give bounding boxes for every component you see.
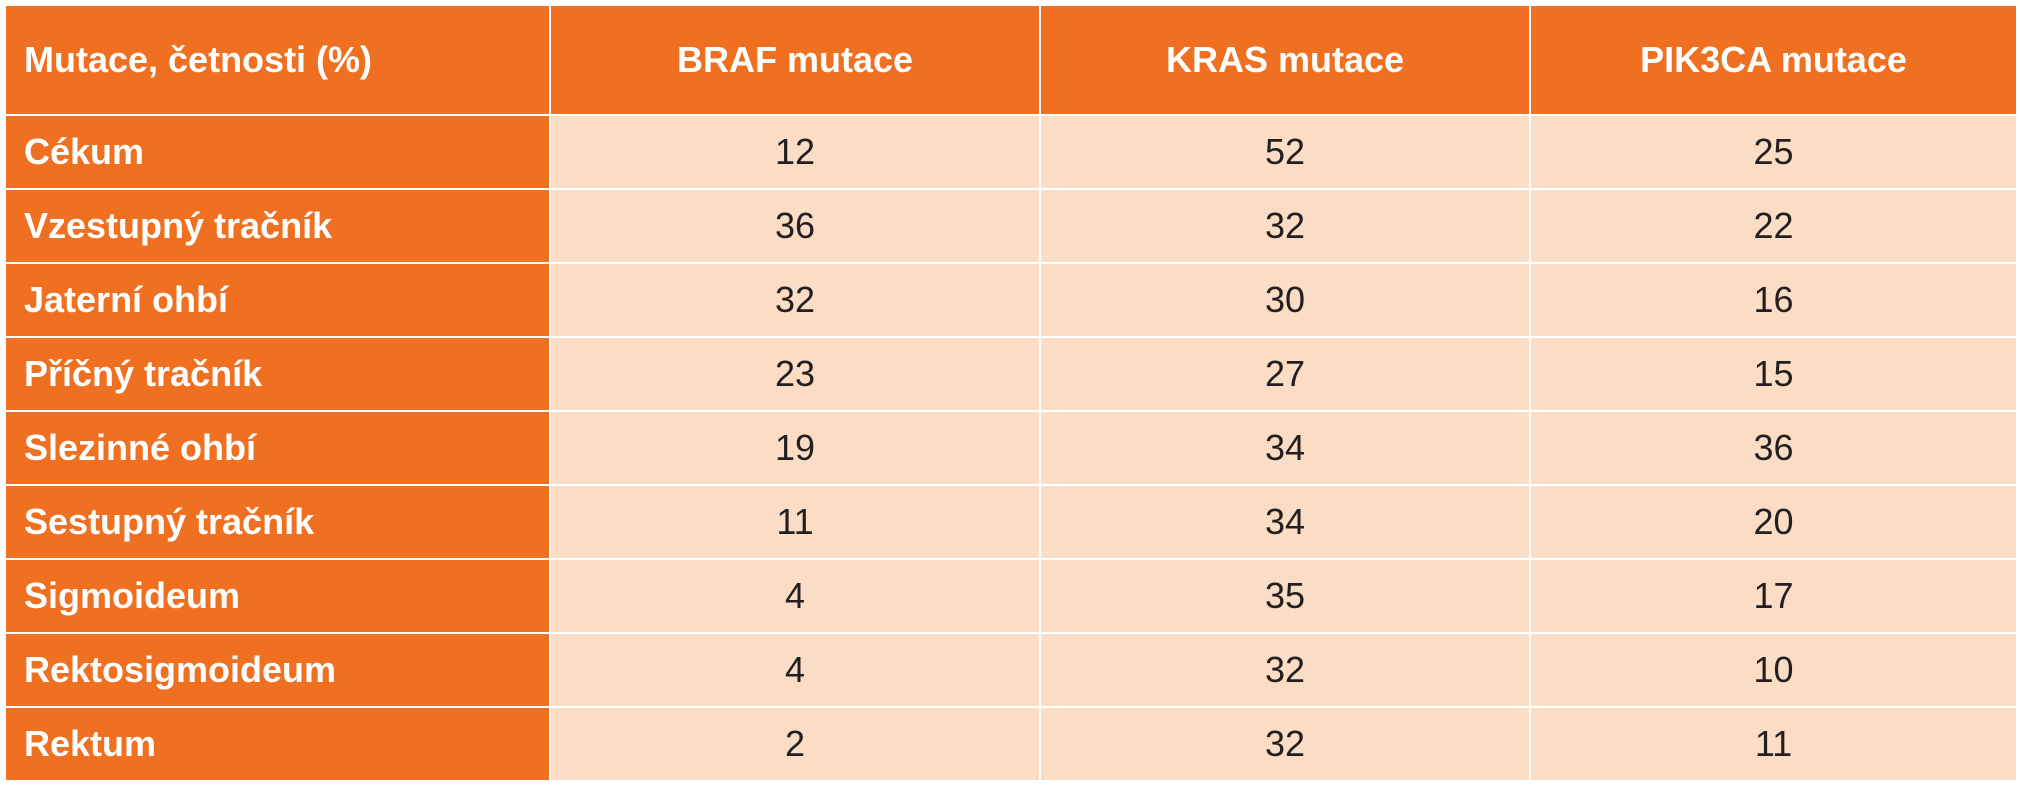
- table-row: Rektosigmoideum 4 32 10: [4, 632, 2018, 708]
- table-row: Vzestupný tračník 36 32 22: [4, 188, 2018, 264]
- row-label: Jaterní ohbí: [4, 262, 551, 338]
- row-label: Sestupný tračník: [4, 484, 551, 560]
- kras-value: 27: [1039, 336, 1531, 412]
- pik3ca-value: 22: [1529, 188, 2018, 264]
- kras-value: 35: [1039, 558, 1531, 634]
- table-row: Rektum 2 32 11: [4, 706, 2018, 782]
- pik3ca-value: 15: [1529, 336, 2018, 412]
- header-braf: BRAF mutace: [549, 4, 1041, 116]
- table-row: Příčný tračník 23 27 15: [4, 336, 2018, 412]
- row-label: Příčný tračník: [4, 336, 551, 412]
- pik3ca-value: 16: [1529, 262, 2018, 338]
- kras-value: 32: [1039, 188, 1531, 264]
- braf-value: 12: [549, 114, 1041, 190]
- row-label: Vzestupný tračník: [4, 188, 551, 264]
- braf-value: 11: [549, 484, 1041, 560]
- kras-value: 52: [1039, 114, 1531, 190]
- pik3ca-value: 11: [1529, 706, 2018, 782]
- braf-value: 32: [549, 262, 1041, 338]
- kras-value: 34: [1039, 410, 1531, 486]
- pik3ca-value: 25: [1529, 114, 2018, 190]
- table-row: Sestupný tračník 11 34 20: [4, 484, 2018, 560]
- kras-value: 32: [1039, 632, 1531, 708]
- pik3ca-value: 17: [1529, 558, 2018, 634]
- header-row: Mutace, četnosti (%) BRAF mutace KRAS mu…: [4, 4, 2018, 116]
- braf-value: 2: [549, 706, 1041, 782]
- table-row: Sigmoideum 4 35 17: [4, 558, 2018, 634]
- kras-value: 30: [1039, 262, 1531, 338]
- mutation-frequency-table: Mutace, četnosti (%) BRAF mutace KRAS mu…: [4, 4, 2018, 782]
- pik3ca-value: 10: [1529, 632, 2018, 708]
- header-location: Mutace, četnosti (%): [4, 4, 551, 116]
- braf-value: 4: [549, 558, 1041, 634]
- row-label: Rektum: [4, 706, 551, 782]
- header-pik3ca: PIK3CA mutace: [1529, 4, 2018, 116]
- braf-value: 19: [549, 410, 1041, 486]
- table-row: Slezinné ohbí 19 34 36: [4, 410, 2018, 486]
- row-label: Rektosigmoideum: [4, 632, 551, 708]
- row-label: Slezinné ohbí: [4, 410, 551, 486]
- table-row: Jaterní ohbí 32 30 16: [4, 262, 2018, 338]
- braf-value: 23: [549, 336, 1041, 412]
- kras-value: 32: [1039, 706, 1531, 782]
- mutation-frequency-table-container: Mutace, četnosti (%) BRAF mutace KRAS mu…: [4, 4, 2018, 796]
- row-label: Cékum: [4, 114, 551, 190]
- braf-value: 4: [549, 632, 1041, 708]
- header-kras: KRAS mutace: [1039, 4, 1531, 116]
- braf-value: 36: [549, 188, 1041, 264]
- pik3ca-value: 20: [1529, 484, 2018, 560]
- kras-value: 34: [1039, 484, 1531, 560]
- table-row: Cékum 12 52 25: [4, 114, 2018, 190]
- row-label: Sigmoideum: [4, 558, 551, 634]
- pik3ca-value: 36: [1529, 410, 2018, 486]
